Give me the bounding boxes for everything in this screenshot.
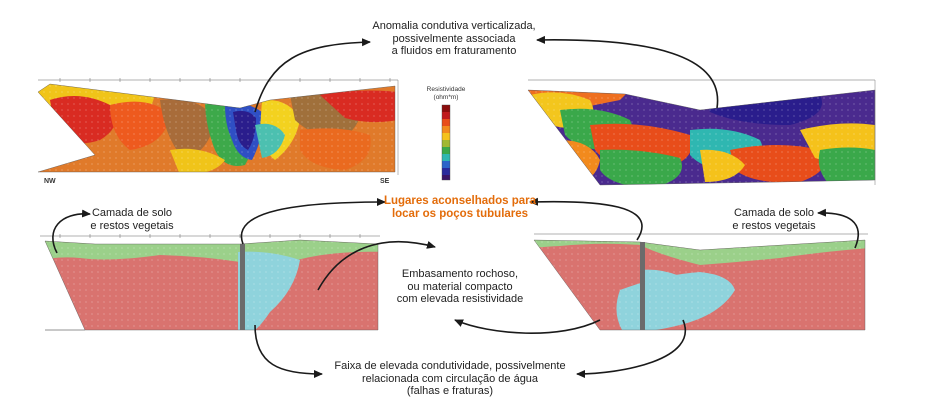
bedrock-label: Embasamento rochoso, ou material compact…: [396, 268, 524, 306]
resistivity-colorbar: [441, 104, 451, 181]
legend-title-line: Resistividade: [426, 86, 466, 93]
arrow-fault-left: [254, 324, 323, 378]
arrow-wells-left: [240, 198, 386, 245]
arrow-soil-right: [817, 208, 860, 249]
anomaly-label: Anomalia condutiva verticalizada, possiv…: [372, 20, 536, 58]
arrow-bedrock-right: [454, 319, 601, 334]
arrow-bedrock-left: [317, 240, 436, 291]
wells-label-line: locar os poços tubulares: [391, 208, 529, 220]
direction-nw-label: NW: [44, 178, 56, 185]
arrow-soil-left: [52, 209, 91, 254]
top-right-resistivity-section: [527, 79, 876, 186]
soil-label-right: Camada de solo e restos vegetais: [728, 207, 820, 232]
fault-label-line: (falhas e fraturas): [406, 385, 494, 397]
legend-title: Resistividade (ohm*m): [420, 86, 472, 102]
bottom-left-interpreted-section: [40, 234, 380, 331]
soil-label-line: e restos vegetais: [90, 219, 174, 232]
bottom-right-interpreted-section: [533, 233, 868, 331]
arrow-anomaly-left: [254, 38, 371, 113]
fault-label: Faixa de elevada condutividade, possivel…: [322, 360, 578, 398]
callout-arrows: [52, 35, 860, 378]
fault-label-line: relacionada com circulação de água: [361, 372, 539, 385]
soil-label-line: e restos vegetais: [732, 219, 816, 232]
legend-title-line: (ohm*m): [433, 94, 459, 101]
arrow-anomaly-right: [536, 35, 719, 109]
arrow-fault-right: [576, 319, 687, 378]
anomaly-label-line: Anomalia condutiva verticalizada,: [372, 20, 536, 32]
arrow-wells-right: [529, 197, 643, 241]
well-marker-left: [240, 244, 245, 330]
anomaly-label-line: possivelmente associada: [392, 32, 516, 45]
top-left-resistivity-section: [37, 78, 399, 175]
direction-se-label: SE: [380, 178, 390, 185]
anomaly-label-line: a fluidos em fraturamento: [391, 45, 517, 57]
soil-label-line: Camada de solo: [733, 207, 815, 219]
soil-label-left: Camada de solo e restos vegetais: [88, 207, 176, 232]
bedrock-label-line: Embasamento rochoso,: [401, 268, 519, 280]
bedrock-label-line: com elevada resistividade: [396, 293, 524, 305]
wells-label-line: Lugares aconselhados para: [383, 195, 537, 207]
well-marker-right: [640, 242, 645, 330]
bedrock-label-line: ou material compacto: [407, 280, 513, 293]
fault-label-line: Faixa de elevada condutividade, possivel…: [334, 360, 566, 372]
wells-label: Lugares aconselhados para locar os poços…: [380, 195, 540, 221]
soil-label-line: Camada de solo: [91, 207, 173, 219]
